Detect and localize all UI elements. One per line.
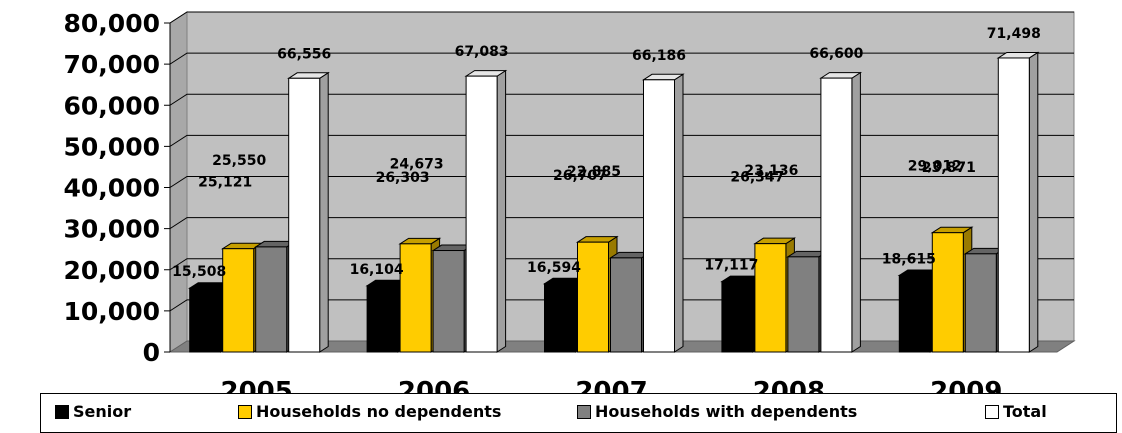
bar-side xyxy=(496,69,507,353)
bar-front xyxy=(288,77,321,353)
bar-total-2007 xyxy=(641,73,685,353)
y-tick-label: 60,000 xyxy=(64,91,160,120)
data-label-households-no-dependents-2009: 29,012 xyxy=(908,159,962,175)
gridline xyxy=(169,176,1074,188)
y-tick-label: 30,000 xyxy=(64,215,160,244)
data-label-senior-2009: 18,615 xyxy=(882,251,936,267)
bar-front xyxy=(787,256,820,353)
gridline xyxy=(169,52,1074,65)
bar-front xyxy=(577,241,609,353)
bar-front xyxy=(255,246,288,353)
bars xyxy=(188,51,1040,353)
legend-label-senior: Senior xyxy=(73,402,132,421)
data-label-senior-2006: 16,104 xyxy=(350,262,404,278)
legend-label-households-with-dependents: Households with dependents xyxy=(595,402,858,421)
data-label-households-no-dependents-2008: 26,347 xyxy=(730,170,784,186)
legend-item-total: Total xyxy=(985,402,1047,421)
legend-item-households-no-dependents: Households no dependents xyxy=(238,402,501,421)
bar-front xyxy=(931,232,964,353)
data-label-households-with-dependents-2009: 23,871 xyxy=(922,160,976,176)
data-label-households-no-dependents-2006: 26,303 xyxy=(376,170,430,186)
bar-front xyxy=(189,287,222,353)
gridline xyxy=(169,134,1074,147)
data-label-senior-2007: 16,594 xyxy=(527,260,581,276)
bar-side xyxy=(674,73,684,353)
bar-total-2005 xyxy=(287,71,330,353)
gridline xyxy=(169,93,1074,106)
y-tick-label: 80,000 xyxy=(64,9,160,38)
legend-swatch-senior xyxy=(55,404,69,419)
bar-front xyxy=(721,281,754,353)
y-tick-label: 20,000 xyxy=(64,256,160,285)
data-label-households-no-dependents-2005: 25,121 xyxy=(198,175,252,191)
gridline xyxy=(169,11,1074,24)
bar-front xyxy=(432,250,465,353)
bar-front xyxy=(399,243,432,353)
data-label-households-with-dependents-2005: 25,550 xyxy=(212,153,266,169)
y-tick-label: 0 xyxy=(143,338,160,367)
y-tick-label: 70,000 xyxy=(64,50,160,79)
bar-total-2009 xyxy=(996,51,1040,353)
legend-label-households-no-dependents: Households no dependents xyxy=(256,402,502,421)
bar-front xyxy=(610,257,642,353)
data-labels: 15,508 25,121 25,550 66,556 16,104 26,30324,6… xyxy=(172,26,1041,280)
y-tick-label: 40,000 xyxy=(64,174,160,203)
data-label-total-2007: 66,186 xyxy=(632,48,686,64)
bar-front xyxy=(643,79,675,353)
bar-front xyxy=(222,248,255,353)
legend: Senior Households no dependents Househol… xyxy=(40,393,1117,433)
legend-item-senior: Senior xyxy=(55,402,131,421)
bar-front xyxy=(754,243,787,353)
bar-front xyxy=(465,75,498,353)
y-tick-label: 50,000 xyxy=(64,132,160,161)
data-label-households-with-dependents-2007: 22,885 xyxy=(567,164,621,180)
bar-front xyxy=(544,283,576,353)
gridline xyxy=(169,217,1074,230)
bar-side xyxy=(319,71,329,353)
data-label-total-2009: 71,498 xyxy=(987,26,1041,42)
legend-swatch-total xyxy=(985,404,999,419)
bar-side xyxy=(851,71,861,353)
legend-swatch-households-with-dependents xyxy=(577,404,591,419)
data-label-households-with-dependents-2008: 23,136 xyxy=(744,163,798,179)
legend-label-total: Total xyxy=(1003,402,1047,421)
data-label-households-with-dependents-2006: 24,673 xyxy=(390,157,444,173)
bar-front xyxy=(820,77,853,353)
data-label-senior-2005: 15,508 xyxy=(172,264,226,280)
data-label-total-2008: 66,600 xyxy=(809,46,863,62)
legend-swatch-households-no-dependents xyxy=(238,404,252,419)
bar-front xyxy=(997,57,1030,353)
legend-item-households-with-dependents: Households with dependents xyxy=(577,402,857,421)
data-label-total-2005: 66,556 xyxy=(277,46,331,62)
y-axis-ticks: 0 10,000 20,000 30,000 40,000 50,000 60,000 70,… xyxy=(64,9,171,367)
data-label-households-no-dependents-2007: 26,707 xyxy=(553,168,607,184)
bar-total-2006 xyxy=(464,69,508,353)
bar-front xyxy=(964,253,997,353)
data-label-senior-2008: 17,117 xyxy=(704,258,758,274)
bar-side xyxy=(1028,51,1039,353)
y-tick-label: 10,000 xyxy=(64,297,160,326)
bar-front xyxy=(366,285,399,353)
bar-total-2008 xyxy=(819,71,863,353)
bar-front xyxy=(898,274,931,353)
data-label-total-2006: 67,083 xyxy=(455,44,509,60)
